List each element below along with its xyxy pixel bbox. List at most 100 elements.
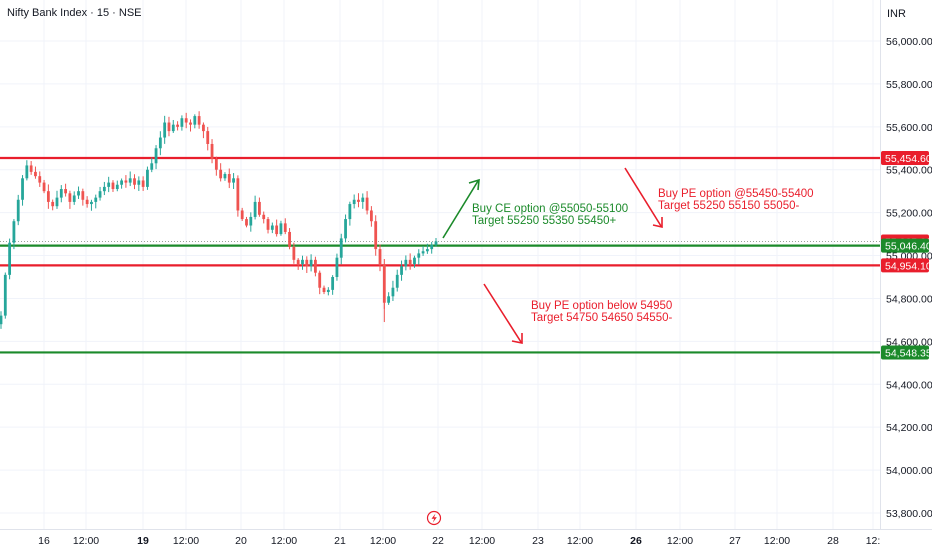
candle[interactable] (253, 195, 257, 220)
candle[interactable] (81, 188, 85, 206)
candle[interactable] (202, 122, 205, 139)
candle[interactable] (16, 194, 20, 226)
candle[interactable] (240, 207, 244, 221)
candlestick-series[interactable] (0, 111, 438, 329)
candle[interactable] (0, 311, 3, 329)
candle[interactable] (391, 280, 395, 302)
candle[interactable] (387, 292, 391, 305)
candle[interactable] (335, 253, 339, 281)
candle[interactable] (232, 173, 235, 189)
candle[interactable] (180, 115, 184, 131)
time-axis[interactable]: 16 12:00 19 12:00 20 12:00 21 12:00 22 12:00 23 12:… (0, 529, 932, 548)
candle[interactable] (318, 270, 322, 295)
candle[interactable] (197, 111, 201, 129)
candle[interactable] (314, 256, 317, 277)
candle[interactable] (154, 145, 158, 170)
candle[interactable] (288, 228, 291, 250)
candle[interactable] (348, 201, 352, 226)
candle[interactable] (111, 180, 115, 192)
candle[interactable] (283, 218, 287, 235)
candle[interactable] (275, 219, 279, 237)
candle[interactable] (94, 194, 98, 209)
candle[interactable] (305, 256, 309, 273)
candle[interactable] (361, 193, 365, 209)
candle[interactable] (98, 186, 102, 201)
candle[interactable] (365, 191, 369, 215)
candle[interactable] (38, 171, 42, 187)
candle[interactable] (378, 244, 382, 272)
candle[interactable] (102, 181, 106, 196)
candle[interactable] (400, 260, 403, 281)
candle[interactable] (176, 121, 179, 131)
candle[interactable] (352, 194, 356, 209)
candle[interactable] (219, 163, 223, 182)
candle[interactable] (77, 186, 80, 199)
candle[interactable] (236, 175, 240, 217)
candle[interactable] (133, 174, 136, 190)
candle[interactable] (210, 139, 214, 164)
candle[interactable] (120, 178, 123, 189)
candle[interactable] (223, 172, 227, 181)
candle[interactable] (158, 131, 162, 156)
candle[interactable] (128, 171, 132, 187)
candle[interactable] (34, 166, 37, 179)
candle[interactable] (163, 115, 167, 144)
candle[interactable] (258, 197, 261, 217)
candle[interactable] (85, 196, 89, 208)
candle[interactable] (326, 287, 330, 296)
candle[interactable] (421, 246, 425, 256)
candle[interactable] (184, 112, 188, 129)
candle[interactable] (171, 119, 175, 133)
candle[interactable] (344, 214, 347, 243)
candle[interactable] (434, 237, 438, 247)
candle[interactable] (51, 199, 55, 211)
candle[interactable] (322, 285, 326, 295)
candle[interactable] (227, 168, 231, 189)
candle[interactable] (408, 253, 412, 270)
candle[interactable] (21, 175, 24, 206)
candle[interactable] (309, 254, 313, 272)
candle[interactable] (189, 119, 192, 132)
candle[interactable] (331, 275, 335, 295)
candle[interactable] (141, 176, 145, 191)
candle[interactable] (249, 212, 253, 232)
candle[interactable] (124, 175, 128, 188)
candle[interactable] (42, 179, 46, 194)
candle[interactable] (107, 176, 111, 193)
candle[interactable] (262, 211, 266, 224)
candle[interactable] (150, 157, 154, 173)
candle[interactable] (167, 116, 171, 137)
candle[interactable] (279, 220, 283, 236)
candle[interactable] (115, 180, 119, 192)
candle[interactable] (382, 259, 386, 309)
candle[interactable] (59, 185, 63, 203)
candle[interactable] (46, 184, 50, 209)
candle[interactable] (8, 238, 12, 280)
candle[interactable] (12, 219, 16, 250)
candle[interactable] (425, 243, 429, 254)
candle[interactable] (292, 242, 296, 264)
candle[interactable] (90, 199, 93, 211)
candle[interactable] (417, 249, 421, 265)
candle[interactable] (214, 156, 218, 176)
candle[interactable] (64, 183, 68, 197)
candle[interactable] (301, 255, 304, 270)
candle[interactable] (369, 206, 373, 227)
lightning-bolt-icon[interactable] (426, 510, 442, 526)
candle[interactable] (339, 233, 343, 265)
candle[interactable] (413, 255, 416, 268)
candle[interactable] (3, 272, 7, 319)
candle[interactable] (270, 222, 274, 234)
candle[interactable] (29, 161, 33, 175)
candle[interactable] (404, 255, 408, 271)
candle[interactable] (395, 269, 399, 292)
price-axis[interactable]: INR 56,000.00 55,800.00 55,600.00 55,400.00… (880, 0, 932, 529)
candle[interactable] (68, 190, 72, 209)
candle[interactable] (55, 190, 59, 209)
candle[interactable] (146, 166, 149, 190)
candle[interactable] (374, 215, 378, 256)
candle[interactable] (206, 126, 210, 151)
candle[interactable] (430, 242, 434, 254)
candle[interactable] (25, 160, 29, 181)
